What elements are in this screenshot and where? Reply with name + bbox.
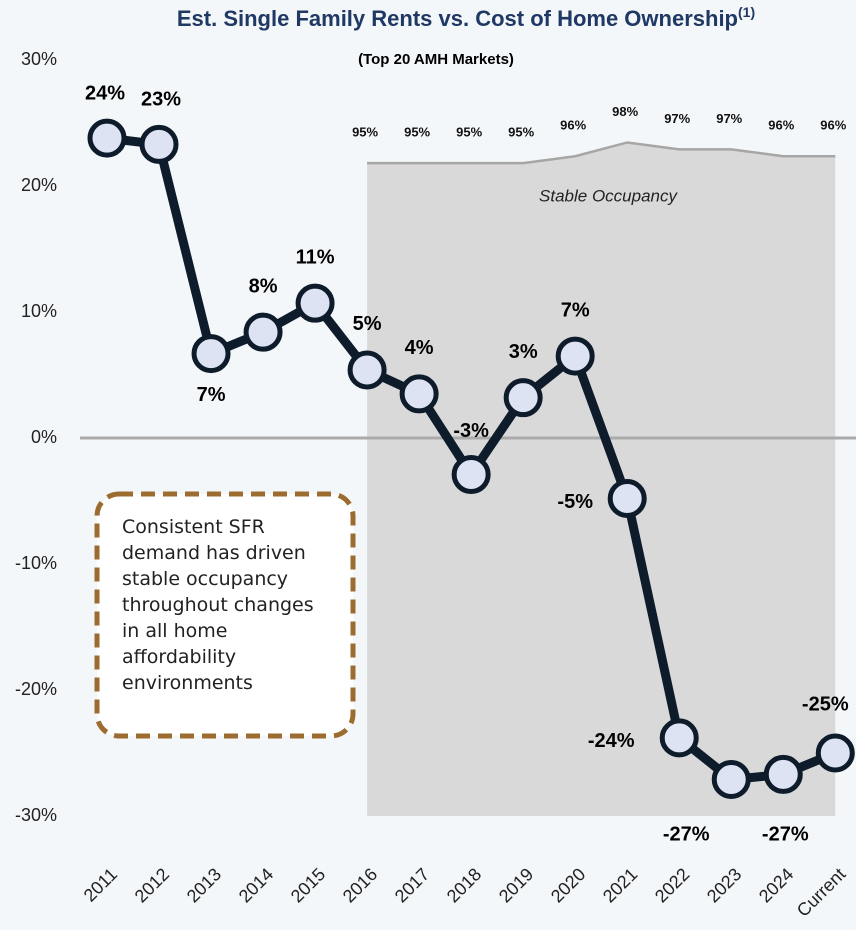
occupancy-label: 95% (508, 125, 534, 140)
occupancy-line (367, 141, 836, 165)
y-tick-label: -20% (15, 679, 57, 699)
subtitle: (Top 20 AMH Markets) (358, 51, 514, 68)
occupancy-label: 96% (768, 118, 794, 133)
marker (243, 312, 283, 352)
occupancy-label: 96% (820, 118, 846, 133)
occupancy-label: 96% (560, 118, 586, 133)
chart-title-group: Est. Single Family Rents vs. Cost of Hom… (177, 4, 755, 31)
callout: Consistent SFR demand has driven stable … (122, 516, 314, 694)
marker (295, 283, 335, 323)
marker (87, 118, 127, 158)
value-label: 7% (561, 299, 590, 321)
occupancy-label: 95% (456, 125, 482, 140)
value-label: -5% (557, 491, 593, 513)
y-tick-label: 10% (21, 301, 57, 321)
chart-title: Est. Single Family Rents vs. Cost of Hom… (177, 6, 738, 31)
marker (555, 336, 595, 376)
marker (139, 124, 179, 164)
occupancy-label: 98% (612, 104, 638, 119)
occupancy-area (367, 142, 836, 817)
marker (607, 478, 647, 518)
marker (815, 733, 855, 773)
value-label: -3% (453, 420, 489, 442)
value-label: -24% (588, 730, 635, 752)
value-label: 3% (509, 341, 538, 363)
marker (347, 350, 387, 390)
callout-text: Consistent SFR demand has driven stable … (122, 516, 314, 694)
marker (399, 374, 439, 414)
marker (711, 759, 751, 799)
value-label: -25% (802, 693, 849, 715)
title-note: (1) (738, 4, 755, 20)
y-tick-label: -10% (15, 553, 57, 573)
marker (191, 334, 231, 374)
value-label: 24% (85, 82, 125, 104)
value-label: 8% (249, 275, 278, 297)
value-label: 5% (353, 313, 382, 335)
occupancy-label: 95% (352, 125, 378, 140)
y-tick-label: 20% (21, 175, 57, 195)
value-label: -27% (762, 824, 809, 846)
value-label: 7% (197, 384, 226, 406)
annotation: Stable Occupancy (539, 186, 678, 205)
value-label: -27% (663, 824, 710, 846)
value-label: 4% (405, 337, 434, 359)
occupancy-label: 97% (664, 111, 690, 126)
callout-box (94, 491, 356, 739)
marker (659, 718, 699, 758)
marker (451, 455, 491, 495)
occupancy-label: 97% (716, 111, 742, 126)
value-label: 23% (141, 89, 181, 111)
y-tick-label: 0% (31, 427, 57, 447)
y-tick-label: -30% (15, 805, 57, 825)
marker (763, 754, 803, 794)
marker (503, 378, 543, 418)
y-tick-label: 30% (21, 49, 57, 69)
occupancy-label: 95% (404, 125, 430, 140)
value-label: 11% (296, 246, 335, 268)
